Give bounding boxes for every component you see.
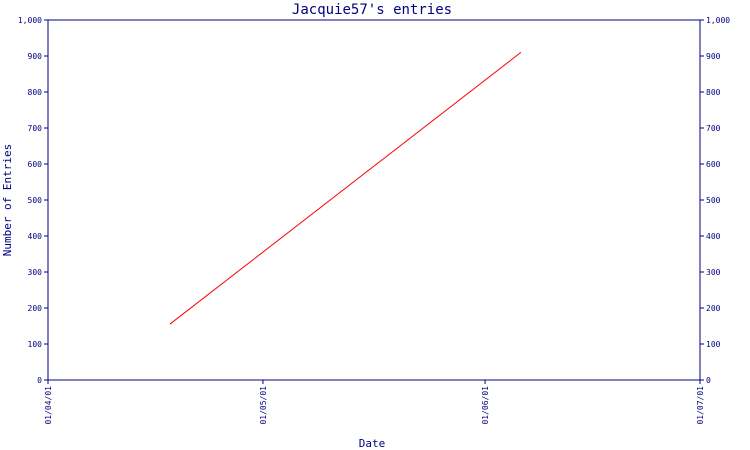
y-tick-label-left: 100 (28, 340, 43, 349)
y-tick-label-right: 300 (706, 268, 721, 277)
chart-title: Jacquie57's entries (292, 2, 452, 18)
y-axis-right: 0 100 200 300 400 500 600 700 800 900 1,000 (700, 16, 730, 385)
x-tick-label: 01/05/01 (259, 386, 268, 425)
plot-frame (47, 19, 701, 381)
y-axis-label: Number of Entries (1, 144, 14, 257)
x-tick-label: 01/06/01 (481, 386, 490, 425)
y-tick-label-left: 300 (28, 268, 43, 277)
y-tick-label-right: 700 (706, 124, 721, 133)
x-tick-label: 01/04/01 (44, 386, 53, 425)
y-tick-label-right: 900 (706, 52, 721, 61)
series-line (169, 52, 522, 325)
y-tick-label-right: 800 (706, 88, 721, 97)
y-axis-left: 0 100 200 300 400 500 600 700 800 900 1,000 (18, 16, 48, 385)
y-tick-label-right: 500 (706, 196, 721, 205)
y-tick-label-left: 0 (37, 376, 42, 385)
series-layer (169, 52, 522, 325)
y-tick-label-right: 0 (706, 376, 711, 385)
x-axis: 01/04/01 01/05/01 01/06/01 01/07/01 (44, 380, 705, 425)
y-tick-label-left: 1,000 (18, 16, 42, 25)
x-axis-label: Date (359, 437, 386, 450)
y-tick-label-right: 1,000 (706, 16, 730, 25)
y-tick-label-right: 400 (706, 232, 721, 241)
y-tick-label-right: 100 (706, 340, 721, 349)
y-tick-label-left: 700 (28, 124, 43, 133)
y-tick-label-left: 200 (28, 304, 43, 313)
y-tick-label-right: 200 (706, 304, 721, 313)
y-tick-label-left: 800 (28, 88, 43, 97)
y-tick-label-left: 600 (28, 160, 43, 169)
y-tick-label-left: 400 (28, 232, 43, 241)
y-tick-label-left: 900 (28, 52, 43, 61)
y-tick-label-right: 600 (706, 160, 721, 169)
x-tick-label: 01/07/01 (696, 386, 705, 425)
y-tick-label-left: 500 (28, 196, 43, 205)
